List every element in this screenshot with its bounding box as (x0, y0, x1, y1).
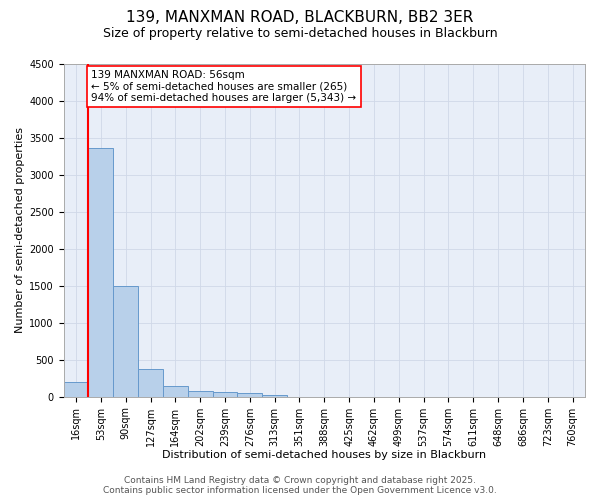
Bar (238, 392, 262, 396)
Text: 139 MANXMAN ROAD: 56sqm
← 5% of semi-detached houses are smaller (265)
94% of se: 139 MANXMAN ROAD: 56sqm ← 5% of semi-det… (91, 70, 356, 103)
Bar (64, 382, 88, 396)
Bar (88, 148, 113, 396)
Bar (113, 286, 138, 397)
Bar (163, 386, 188, 396)
Bar (138, 369, 163, 396)
Bar (188, 391, 212, 396)
Bar (262, 394, 287, 396)
X-axis label: Distribution of semi-detached houses by size in Blackburn: Distribution of semi-detached houses by … (162, 450, 487, 460)
Text: 139, MANXMAN ROAD, BLACKBURN, BB2 3ER: 139, MANXMAN ROAD, BLACKBURN, BB2 3ER (127, 10, 473, 25)
Y-axis label: Number of semi-detached properties: Number of semi-detached properties (15, 128, 25, 334)
Text: Contains HM Land Registry data © Crown copyright and database right 2025.
Contai: Contains HM Land Registry data © Crown c… (103, 476, 497, 495)
Bar (212, 392, 238, 396)
Text: Size of property relative to semi-detached houses in Blackburn: Size of property relative to semi-detach… (103, 28, 497, 40)
